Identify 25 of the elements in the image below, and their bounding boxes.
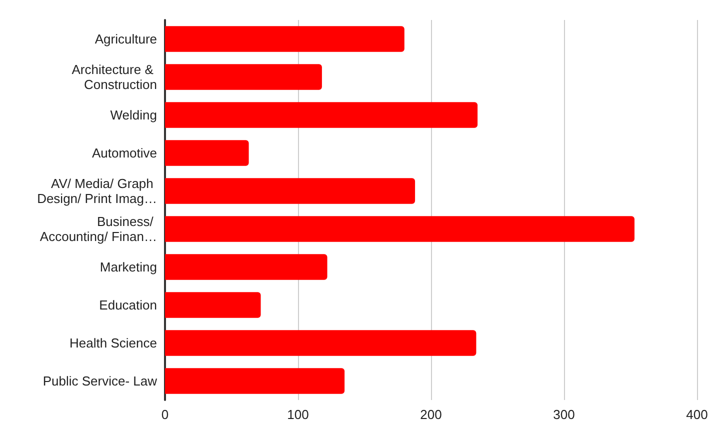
bar — [165, 368, 345, 394]
bar — [165, 330, 476, 356]
bar — [165, 178, 416, 204]
y-tick-label: Marketing — [100, 260, 157, 274]
y-tick-label: AV/ Media/ Graph Design/ Print Imag… — [37, 176, 157, 206]
x-tick-label: 200 — [420, 407, 442, 422]
bar — [165, 216, 634, 242]
y-tick-label: Business/ Accounting/ Finan… — [40, 214, 157, 244]
x-tick-label: 0 — [161, 407, 169, 422]
y-tick-label: Agriculture — [94, 32, 157, 46]
bar — [165, 292, 261, 318]
bar — [165, 64, 322, 90]
bar — [165, 102, 478, 128]
bar — [165, 26, 404, 52]
y-tick-label: Public Service- Law — [42, 374, 158, 388]
bar — [165, 140, 249, 166]
y-tick-label: Automotive — [92, 146, 157, 160]
x-tick-label: 300 — [553, 407, 575, 422]
x-tick-label: 100 — [287, 407, 309, 422]
y-tick-label: Education — [99, 298, 157, 312]
y-tick-label: Health Science — [70, 336, 157, 350]
y-tick-label: Welding — [110, 108, 157, 122]
y-tick-label: Architecture & Construction — [72, 62, 157, 92]
bar — [165, 254, 328, 280]
x-tick-label: 400 — [686, 407, 708, 422]
